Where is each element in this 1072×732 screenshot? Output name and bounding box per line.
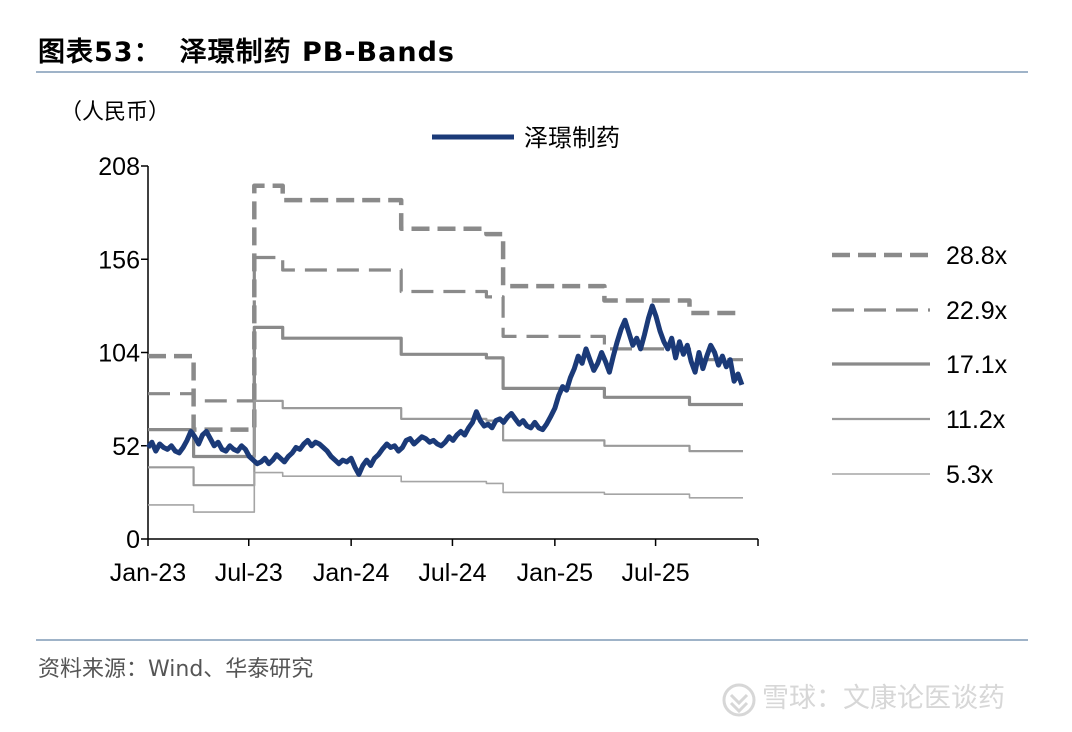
y-tick-label: 156 <box>98 246 140 274</box>
legend-label-band: 11.2x <box>946 406 1006 434</box>
x-tick-label: Jul-23 <box>215 559 283 587</box>
x-tick-label: Jan-25 <box>517 559 593 587</box>
legend-label-price: 泽璟制药 <box>524 125 620 152</box>
bottom-divider <box>36 639 1028 641</box>
watermark-text: 雪球：文康论医谈药 <box>762 683 1005 714</box>
legend-label-band: 5.3x <box>946 461 994 489</box>
watermark: 雪球：文康论医谈药 <box>722 676 1005 717</box>
chart-series <box>145 183 745 513</box>
chart-legend: 泽璟制药 28.8x 22.9x 17.1x 11.2x 5.3x <box>432 125 1008 489</box>
x-tick-label: Jan-24 <box>313 559 390 587</box>
snowball-logo-icon <box>722 683 756 716</box>
series-line-price <box>145 303 745 477</box>
unit-label: （人民币） <box>60 100 171 125</box>
chart-title: 泽璟制药 PB-Bands <box>179 37 455 68</box>
series-line-17-1x <box>148 325 743 459</box>
y-tick-label: 0 <box>126 526 140 554</box>
y-tick-label: 52 <box>112 433 140 461</box>
legend-label-band: 22.9x <box>946 297 1008 325</box>
figure-title: 图表53： 泽璟制药 PB-Bands <box>38 30 455 69</box>
top-divider <box>36 71 1028 73</box>
x-tick-label: Jul-24 <box>418 559 486 587</box>
series-line-11-2x <box>148 399 743 487</box>
series-line-5-3x <box>148 471 743 513</box>
series-line-28-8x <box>148 183 743 432</box>
figure-label: 图表53： <box>38 37 162 68</box>
x-tick-label: Jan-23 <box>110 559 186 587</box>
y-tick-label: 104 <box>98 340 140 368</box>
legend-label-band: 28.8x <box>946 242 1008 270</box>
x-tick-label: Jul-25 <box>622 559 690 587</box>
source-note: 资料来源：Wind、华泰研究 <box>38 657 314 682</box>
chart-axes: 0 52 104 156 208 Jan-23 Jul-23 Jan-24 Jul-24 Jan-… <box>98 153 759 587</box>
y-tick-label: 208 <box>98 153 140 181</box>
legend-label-band: 17.1x <box>946 351 1008 379</box>
series-line-22-9x <box>148 255 743 403</box>
